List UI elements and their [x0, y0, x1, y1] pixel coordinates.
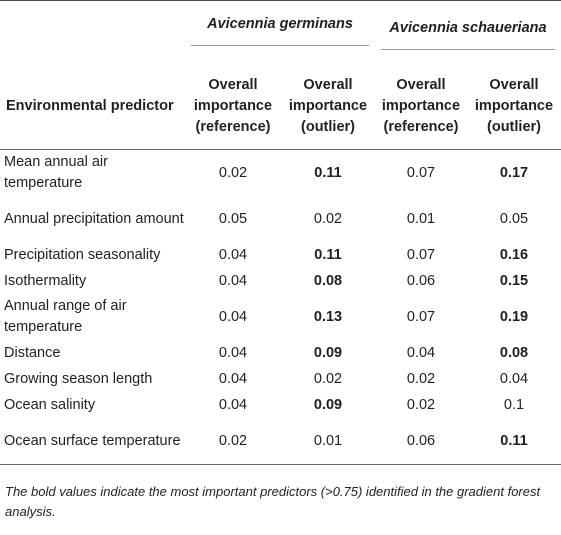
predictor-name: Annual range of air temperature — [4, 298, 127, 335]
top-rule — [0, 0, 561, 3]
importance-value: 0.04 — [499, 370, 529, 387]
predictor-name: Annual precipitation amount — [4, 210, 184, 227]
importance-value: 0.09 — [313, 396, 343, 413]
predictor-name: Ocean surface temperature — [0, 418, 185, 465]
table-footnote: The bold values indicate the most import… — [5, 484, 541, 519]
table-row: Ocean surface temperature 0.02 0.01 0.06 0.1… — [0, 418, 561, 465]
importance-value: 0.04 — [406, 344, 436, 361]
predictor-name: Isothermality — [4, 272, 87, 289]
column-header-schaueriana-outlier: Overall importance (outlier) — [467, 64, 561, 150]
importance-value: 0.04 — [218, 246, 248, 263]
table-row: Growing season length 0.04 0.02 0.02 0.04 — [0, 366, 561, 392]
table-row: Isothermality 0.04 0.08 0.06 0.15 — [0, 268, 561, 294]
table-body: Mean annual air temperature 0.02 0.11 0.07 0… — [0, 150, 561, 465]
importance-value: 0.11 — [314, 246, 342, 263]
importance-value: 0.07 — [406, 164, 436, 181]
importance-value: 0.04 — [218, 344, 248, 361]
importance-value: 0.11 — [314, 164, 342, 181]
importance-value: 0.07 — [406, 246, 436, 263]
importance-value: 0.01 — [406, 210, 436, 227]
importance-value: 0.02 — [313, 370, 343, 387]
species-header-germinans: Avicennia germinans — [185, 3, 375, 64]
species-header-row: Avicennia germinans Avicennia schauerian… — [0, 3, 561, 64]
predictor-name: Ocean salinity — [4, 396, 96, 413]
predictor-name: Precipitation seasonality — [4, 246, 161, 263]
predictor-name: Mean annual air temperature — [4, 154, 108, 191]
importance-value: 0.02 — [406, 370, 436, 387]
column-header-row: Environmental predictor Overall importanc… — [0, 64, 561, 150]
importance-value: 0.02 — [218, 164, 248, 181]
importance-value: 0.02 — [406, 396, 436, 413]
importance-value: 0.08 — [313, 272, 343, 289]
species-header-schaueriana: Avicennia schaueriana — [375, 3, 561, 64]
importance-value: 0.02 — [313, 210, 343, 227]
predictor-column-header: Environmental predictor — [0, 64, 185, 150]
importance-value: 0.19 — [499, 308, 529, 325]
table-row: Annual precipitation amount 0.05 0.02 0.01 0… — [0, 196, 561, 242]
importance-value: 0.05 — [218, 210, 248, 227]
importance-value: 0.06 — [375, 418, 467, 465]
column-header-schaueriana-reference: Overall importance (reference) — [375, 64, 467, 150]
importance-value: 0.04 — [218, 308, 248, 325]
importance-value: 0.02 — [185, 418, 281, 465]
importance-value: 0.16 — [499, 246, 529, 263]
importance-value: 0.04 — [218, 370, 248, 387]
importance-value: 0.08 — [499, 344, 529, 361]
importance-value: 0.04 — [218, 396, 248, 413]
table-row: Distance 0.04 0.09 0.04 0.08 — [0, 340, 561, 366]
table-row: Precipitation seasonality 0.04 0.11 0.07 0.1… — [0, 242, 561, 268]
column-header-germinans-reference: Overall importance (reference) — [185, 64, 281, 150]
predictor-name: Growing season length — [4, 370, 153, 387]
importance-value: 0.15 — [499, 272, 529, 289]
table-row: Mean annual air temperature 0.02 0.11 0.07 0… — [0, 150, 561, 197]
importance-value: 0.17 — [499, 164, 529, 181]
importance-value: 0.04 — [218, 272, 248, 289]
importance-value: 0.09 — [313, 344, 343, 361]
table-row: Ocean salinity 0.04 0.09 0.02 0.1 — [0, 392, 561, 418]
column-header-germinans-outlier: Overall importance (outlier) — [281, 64, 375, 150]
importance-value: 0.11 — [467, 418, 561, 465]
importance-value: 0.1 — [503, 396, 525, 413]
importance-value: 0.01 — [281, 418, 375, 465]
importance-table: Avicennia germinans Avicennia schauerian… — [0, 0, 561, 465]
predictor-name: Distance — [4, 344, 61, 361]
table-row: Annual range of air temperature 0.04 0.13 0… — [0, 294, 561, 340]
importance-value: 0.05 — [499, 210, 529, 227]
importance-value: 0.07 — [406, 308, 436, 325]
header-spacer — [0, 3, 185, 64]
importance-value: 0.06 — [406, 272, 436, 289]
importance-value: 0.13 — [313, 308, 343, 325]
